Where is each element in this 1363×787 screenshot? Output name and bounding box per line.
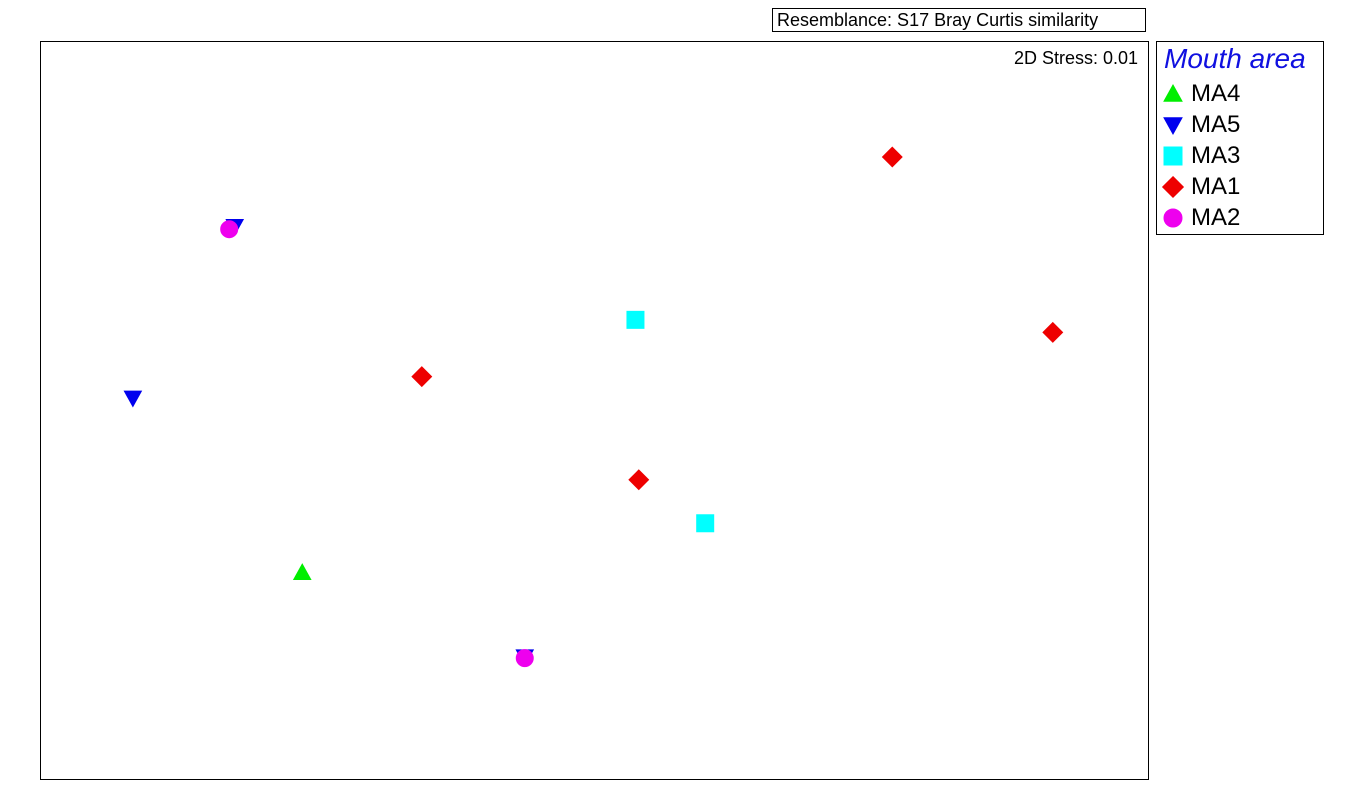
square-icon xyxy=(1163,146,1183,166)
point-ma3-2 xyxy=(696,514,715,533)
legend-item-ma3: MA3 xyxy=(1157,140,1323,171)
point-ma2-2 xyxy=(515,649,534,668)
legend-label: MA2 xyxy=(1191,204,1241,231)
point-ma5-2 xyxy=(123,390,143,408)
point-ma2-1 xyxy=(220,220,239,239)
mds-plot xyxy=(123,146,1064,668)
point-ma1-1 xyxy=(881,146,903,168)
legend-label: MA4 xyxy=(1191,80,1241,107)
legend-item-ma1: MA1 xyxy=(1157,171,1323,202)
legend-item-ma2: MA2 xyxy=(1157,202,1323,233)
diamond-icon xyxy=(1161,175,1185,199)
legend: Mouth area MA4 MA5 MA3 MA1 MA2 xyxy=(1156,41,1324,235)
legend-title: Mouth area xyxy=(1164,43,1306,74)
legend-label: MA3 xyxy=(1191,142,1241,169)
point-ma1-4 xyxy=(628,469,650,491)
legend-label: MA5 xyxy=(1191,111,1241,138)
legend-label: MA1 xyxy=(1191,173,1241,200)
triangle-up-icon xyxy=(1163,83,1183,102)
legend-item-ma4: MA4 xyxy=(1157,78,1323,109)
resemblance-label: Resemblance: S17 Bray Curtis similarity xyxy=(772,8,1146,32)
point-ma1-3 xyxy=(411,366,433,388)
stress-label: 2D Stress: 0.01 xyxy=(1013,48,1138,68)
point-ma3-1 xyxy=(626,310,645,329)
point-ma4-1 xyxy=(292,563,312,580)
circle-icon xyxy=(1163,208,1183,228)
triangle-down-icon xyxy=(1163,117,1183,136)
plot-area: 2D Stress: 0.01 xyxy=(40,41,1149,780)
legend-item-ma5: MA5 xyxy=(1157,109,1323,140)
point-ma1-2 xyxy=(1042,321,1064,343)
